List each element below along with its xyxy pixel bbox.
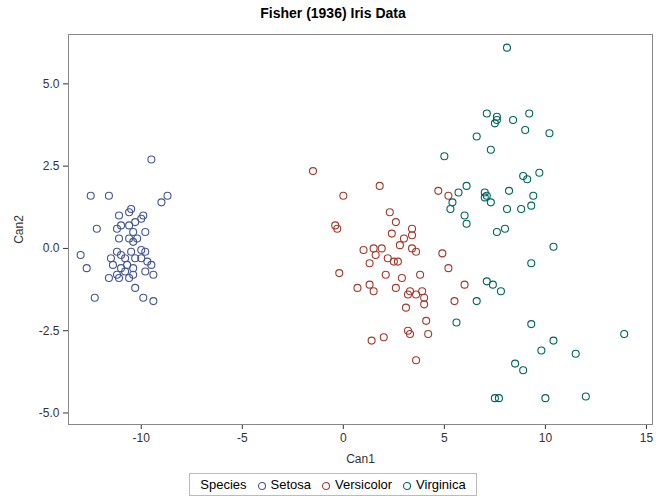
svg-text:2.5: 2.5 [43,159,60,173]
html-text:Versicolor: Versicolor [335,477,393,492]
svg-text:-10: -10 [133,431,151,445]
svg-text:5: 5 [441,431,448,445]
svg-text:-5: -5 [237,431,248,445]
svg-text:10: 10 [539,431,553,445]
svg-text:Can1: Can1 [346,452,375,466]
html-text:Fisher (1936) Iris Data: Fisher (1936) Iris Data [260,5,406,21]
svg-text:-5.0: -5.0 [39,406,60,420]
html-text:Virginica: Virginica [416,477,466,492]
svg-text:0.0: 0.0 [43,241,60,255]
svg-text:-2.5: -2.5 [39,324,60,338]
html-text:Setosa: Setosa [270,477,311,492]
svg-text:0: 0 [340,431,347,445]
html-text:Species: Species [200,477,247,492]
svg-text:15: 15 [640,431,654,445]
svg-text:5.0: 5.0 [43,77,60,91]
svg-text:Can2: Can2 [12,215,26,244]
